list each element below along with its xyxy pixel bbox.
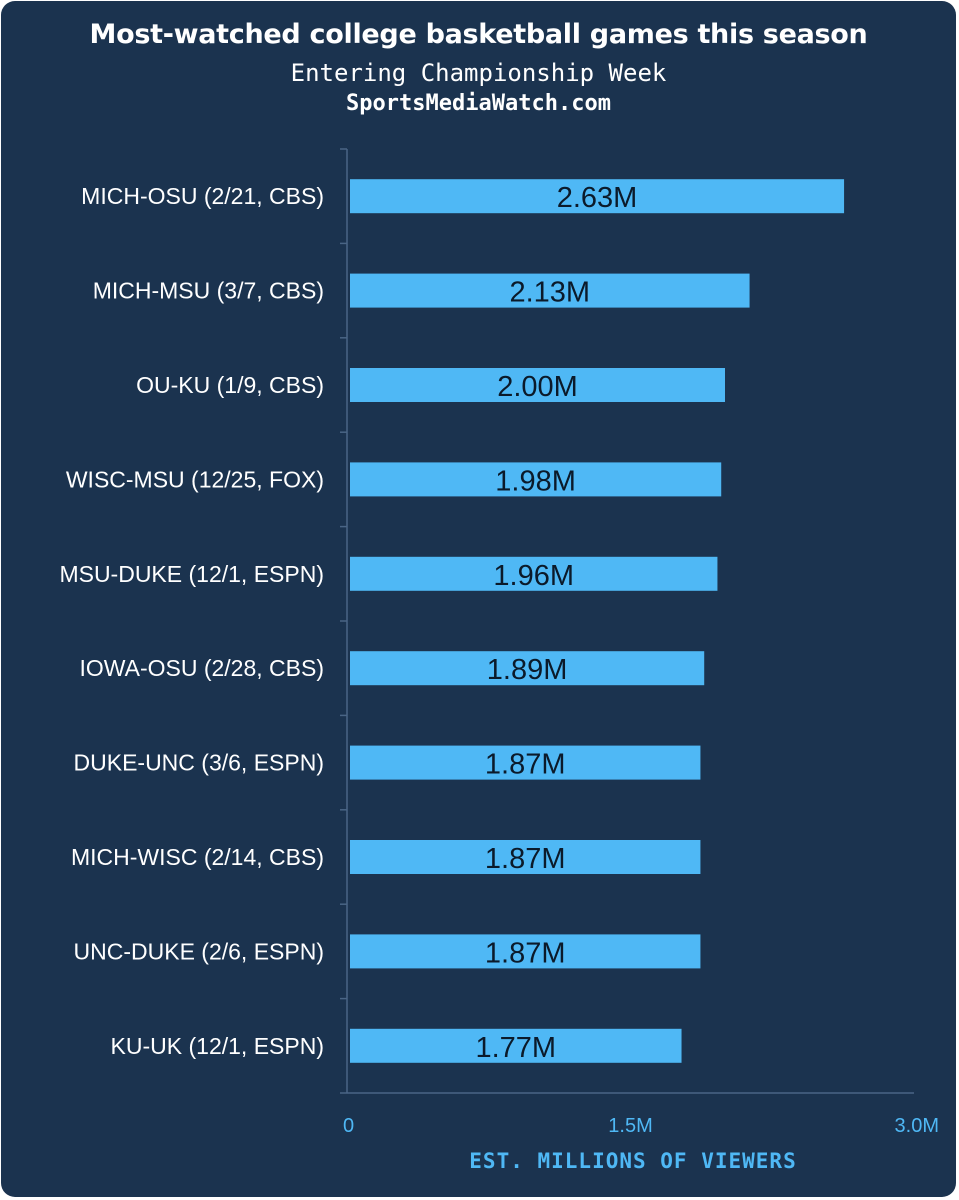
data-label-3: 2.00M <box>497 371 578 403</box>
axis-group: 0 1.5M 3.0M EST. MILLIONS OF VIEWERS <box>340 148 939 1173</box>
category-label-5: MSU-DUKE (12/1, ESPN) <box>59 561 324 587</box>
bar-9 <box>350 934 701 969</box>
x-axis-title: EST. MILLIONS OF VIEWERS <box>469 1149 796 1173</box>
bar-1 <box>350 179 845 214</box>
bar-2 <box>350 273 750 308</box>
category-label-4: WISC-MSU (12/25, FOX) <box>66 466 324 492</box>
bar-7 <box>350 745 701 780</box>
data-label-2: 2.13M <box>509 277 590 309</box>
x-tick-label-3: 3.0M <box>895 1115 939 1137</box>
category-label-9: UNC-DUKE (2/6, ESPN) <box>74 938 324 964</box>
data-label-6: 1.89M <box>487 654 568 686</box>
data-label-7: 1.87M <box>485 749 566 781</box>
chart-source: SportsMediaWatch.com <box>346 91 611 116</box>
data-label-1: 2.63M <box>557 182 638 214</box>
bar-6 <box>350 651 705 686</box>
category-label-1: MICH-OSU (2/21, CBS) <box>81 183 324 209</box>
bar-8 <box>350 840 701 874</box>
x-tick-label-1: 0 <box>343 1115 354 1137</box>
data-label-5: 1.96M <box>493 560 574 592</box>
chart-subtitle: Entering Championship Week <box>290 59 667 87</box>
bar-4 <box>350 462 722 497</box>
category-label-3: OU-KU (1/9, CBS) <box>136 372 324 398</box>
category-label-8: MICH-WISC (2/14, CBS) <box>71 844 324 870</box>
bar-5 <box>350 556 718 591</box>
data-label-9: 1.87M <box>485 937 566 969</box>
category-label-2: MICH-MSU (3/7, CBS) <box>93 278 324 304</box>
bar-3 <box>350 368 725 402</box>
data-label-8: 1.87M <box>485 843 566 875</box>
category-label-10: KU-UK (12/1, ESPN) <box>111 1033 324 1059</box>
category-labels-group: MICH-OSU (2/21, CBS) MICH-MSU (3/7, CBS) O… <box>59 183 324 1059</box>
bars-group: 2.63M 2.13M 2.00M 1.98M 1.96M 1.89M 1.87M 1.87M… <box>350 179 845 1064</box>
category-label-7: DUKE-UNC (3/6, ESPN) <box>74 750 324 776</box>
chart-title: Most-watched college basketball games th… <box>89 19 868 50</box>
bar-10 <box>350 1028 682 1063</box>
data-label-4: 1.98M <box>495 465 576 497</box>
data-label-10: 1.77M <box>475 1032 556 1064</box>
x-tick-label-2: 1.5M <box>608 1115 652 1137</box>
category-label-6: IOWA-OSU (2/28, CBS) <box>79 655 324 681</box>
